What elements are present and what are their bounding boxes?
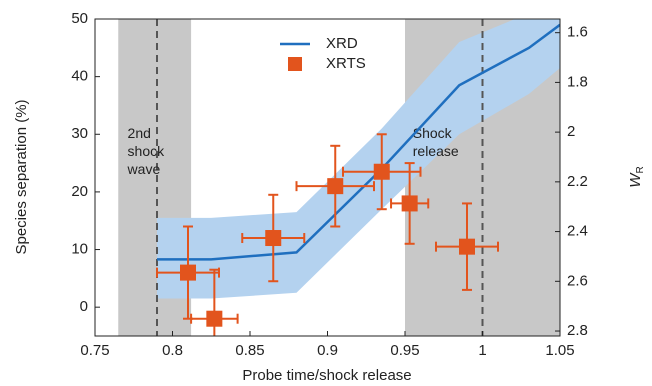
y2-tick-label: 2.4 bbox=[567, 223, 588, 240]
marker bbox=[373, 163, 390, 180]
y-tick-label: 0 bbox=[80, 298, 88, 315]
y-tick-label: 50 bbox=[71, 10, 88, 27]
y2-label-sub: R bbox=[635, 166, 646, 173]
x-axis-label: Probe time/shock release bbox=[242, 367, 411, 384]
legend-label: XRD bbox=[326, 35, 358, 52]
error-band bbox=[157, 19, 560, 299]
annotation: release bbox=[413, 143, 459, 159]
x-tick-label: 1 bbox=[478, 342, 486, 359]
y-tick-label: 40 bbox=[71, 68, 88, 85]
legend-label: XRTS bbox=[326, 55, 366, 72]
y2-tick-label: 2.2 bbox=[567, 173, 588, 190]
x-tick-label: 0.95 bbox=[390, 342, 419, 359]
x-tick-label: 1.05 bbox=[545, 342, 574, 359]
y-tick-label: 30 bbox=[71, 125, 88, 142]
y2-axis-label: WR bbox=[627, 166, 646, 187]
marker bbox=[459, 238, 475, 255]
y-tick-label: 20 bbox=[71, 183, 88, 200]
y2-tick-label: 2 bbox=[567, 123, 575, 140]
y2-tick-label: 1.8 bbox=[567, 73, 588, 90]
y2-label-main: W bbox=[627, 172, 644, 188]
annotation: 2nd bbox=[128, 125, 151, 141]
marker bbox=[180, 264, 196, 281]
x-tick-label: 0.9 bbox=[317, 342, 338, 359]
marker bbox=[327, 178, 344, 195]
y2-tick-label: 1.6 bbox=[567, 24, 588, 41]
annotation: Shock bbox=[413, 125, 453, 141]
x-tick-label: 0.75 bbox=[80, 342, 109, 359]
y-axis-label: Species separation (%) bbox=[13, 99, 30, 254]
plot-area: 2nd shock wave Shock release bbox=[118, 19, 560, 336]
marker bbox=[206, 310, 223, 327]
annotation: shock bbox=[128, 143, 166, 159]
x-tick-label: 0.8 bbox=[162, 342, 183, 359]
y2-tick-label: 2.8 bbox=[567, 322, 588, 339]
legend-swatch bbox=[288, 57, 302, 71]
y-tick-label: 10 bbox=[71, 241, 88, 258]
annotation: wave bbox=[127, 161, 161, 177]
y2-tick-label: 2.6 bbox=[567, 272, 588, 289]
x-tick-label: 0.85 bbox=[235, 342, 264, 359]
marker bbox=[265, 230, 282, 247]
marker bbox=[401, 195, 418, 212]
